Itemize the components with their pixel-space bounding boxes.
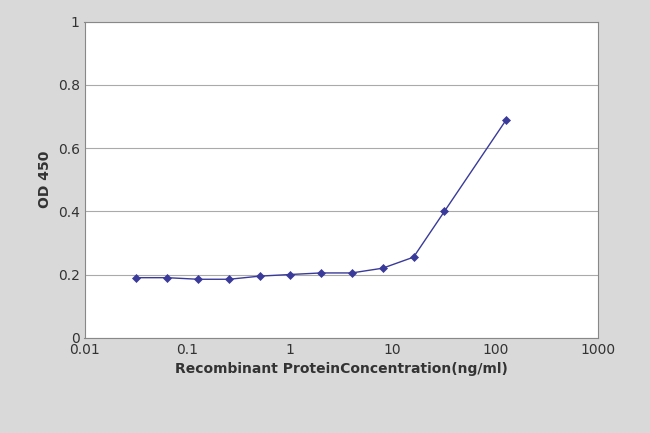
Y-axis label: OD 450: OD 450 bbox=[38, 151, 52, 208]
X-axis label: Recombinant ProteinConcentration(ng/ml): Recombinant ProteinConcentration(ng/ml) bbox=[175, 362, 508, 376]
